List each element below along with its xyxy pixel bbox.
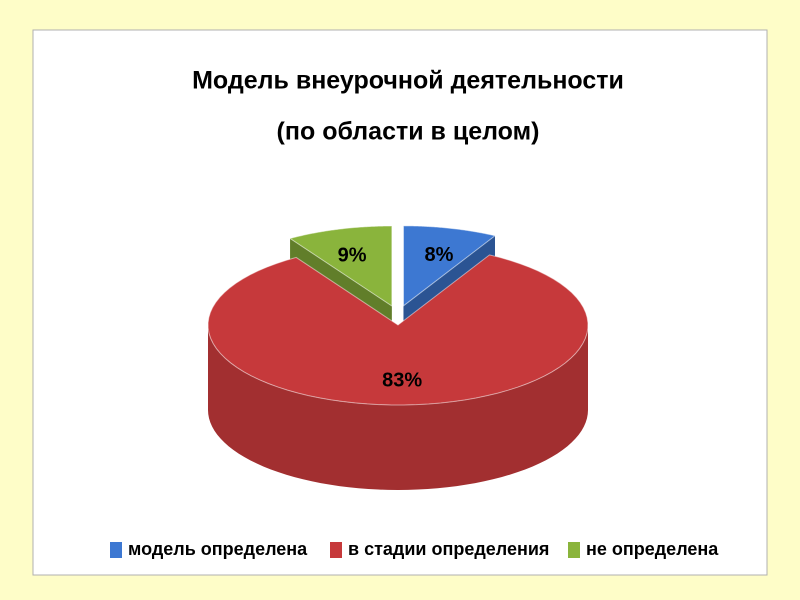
data-label: 8%	[424, 244, 453, 266]
slice	[207, 254, 589, 406]
slice	[288, 225, 393, 307]
legend-label: не определена	[586, 539, 719, 559]
slice-side	[208, 325, 588, 490]
legend-marker	[110, 542, 122, 558]
chart-title: Модель внеурочной деятельности	[192, 67, 624, 95]
data-label: 83%	[382, 369, 422, 391]
legend-marker	[330, 542, 342, 558]
legend-label: модель определена	[128, 539, 308, 559]
legend-marker	[568, 542, 580, 558]
chart-subtitle: (по области в целом)	[277, 118, 540, 146]
chart-panel	[32, 29, 768, 576]
slice	[402, 225, 497, 307]
data-label: 9%	[338, 245, 367, 267]
legend-label: в стадии определения	[348, 539, 549, 559]
